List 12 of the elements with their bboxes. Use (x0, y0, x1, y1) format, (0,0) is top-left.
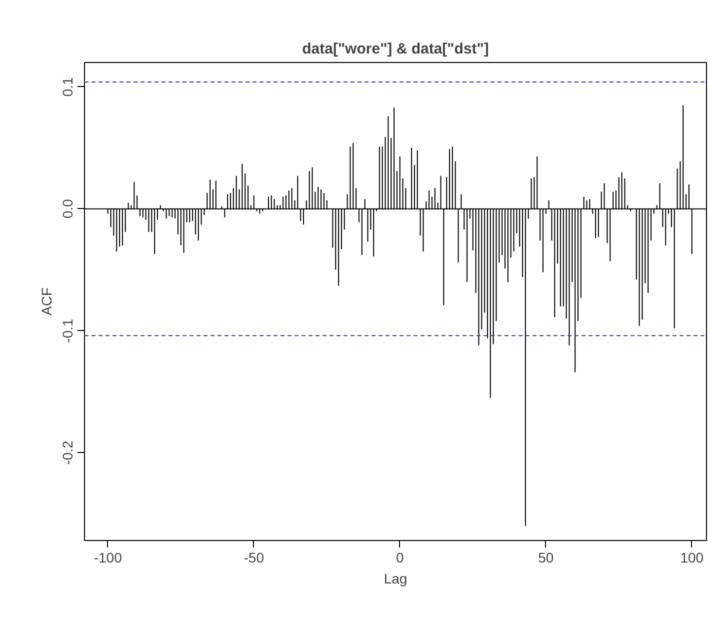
y-tick-label: 0.0 (60, 198, 76, 219)
x-tick-label: 100 (680, 550, 704, 566)
chart-title: data["wore"] & data["dst"] (302, 40, 489, 58)
y-axis-title: ACF (38, 288, 54, 316)
x-tick-label: 50 (538, 550, 554, 566)
y-tick-label: -0.1 (60, 318, 76, 343)
x-tick-label: -100 (94, 550, 122, 566)
x-axis-title: Lag (384, 570, 408, 586)
y-tick-label: -0.2 (60, 440, 76, 465)
y-tick-label: 0.1 (60, 76, 76, 97)
x-tick-label: 0 (396, 550, 404, 566)
x-tick-label: -50 (244, 550, 264, 566)
